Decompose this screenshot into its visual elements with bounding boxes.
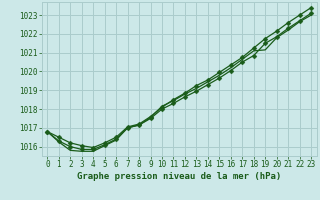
X-axis label: Graphe pression niveau de la mer (hPa): Graphe pression niveau de la mer (hPa) <box>77 172 281 181</box>
